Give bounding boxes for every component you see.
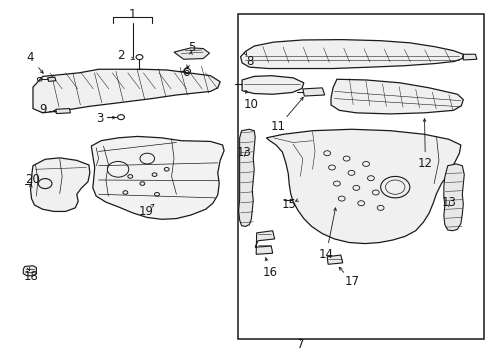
Bar	[238, 14, 483, 339]
Polygon shape	[30, 158, 90, 211]
Polygon shape	[174, 48, 209, 59]
Polygon shape	[292, 196, 311, 203]
Polygon shape	[326, 255, 342, 264]
Text: 20: 20	[25, 173, 40, 186]
Polygon shape	[238, 129, 255, 226]
Polygon shape	[240, 40, 462, 68]
Polygon shape	[443, 164, 463, 231]
Polygon shape	[266, 129, 460, 244]
Polygon shape	[302, 88, 324, 96]
Text: 7: 7	[296, 338, 304, 351]
Polygon shape	[33, 69, 220, 113]
Polygon shape	[23, 266, 36, 276]
Text: 12: 12	[417, 157, 432, 170]
Text: 11: 11	[270, 120, 285, 133]
Text: 15: 15	[281, 198, 296, 211]
Polygon shape	[56, 109, 70, 113]
Text: 8: 8	[246, 55, 253, 68]
Text: 1: 1	[129, 8, 136, 21]
Text: 2: 2	[117, 49, 124, 62]
Text: 14: 14	[318, 248, 333, 261]
Polygon shape	[255, 231, 274, 254]
Text: 16: 16	[262, 266, 277, 279]
Text: 3: 3	[96, 112, 103, 125]
Text: 19: 19	[138, 205, 153, 218]
Text: 10: 10	[244, 98, 258, 111]
Text: 6: 6	[182, 66, 189, 78]
Text: 5: 5	[188, 41, 195, 54]
Text: 13: 13	[440, 196, 455, 209]
Text: 18: 18	[24, 270, 39, 283]
Polygon shape	[462, 54, 476, 60]
Polygon shape	[91, 136, 224, 219]
Polygon shape	[242, 76, 303, 94]
Text: 17: 17	[344, 275, 359, 288]
Polygon shape	[47, 77, 56, 81]
Text: 9: 9	[39, 103, 46, 117]
Text: 4: 4	[27, 51, 34, 64]
Polygon shape	[330, 79, 462, 114]
Text: 13: 13	[237, 146, 251, 159]
